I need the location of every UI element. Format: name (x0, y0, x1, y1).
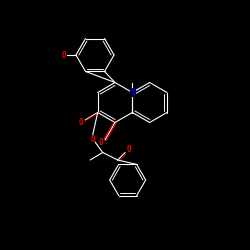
Text: O: O (62, 50, 66, 59)
Text: O: O (126, 146, 131, 154)
Text: N: N (131, 88, 136, 97)
Text: O: O (99, 138, 103, 147)
Text: O: O (90, 136, 95, 144)
Text: O: O (79, 118, 84, 127)
